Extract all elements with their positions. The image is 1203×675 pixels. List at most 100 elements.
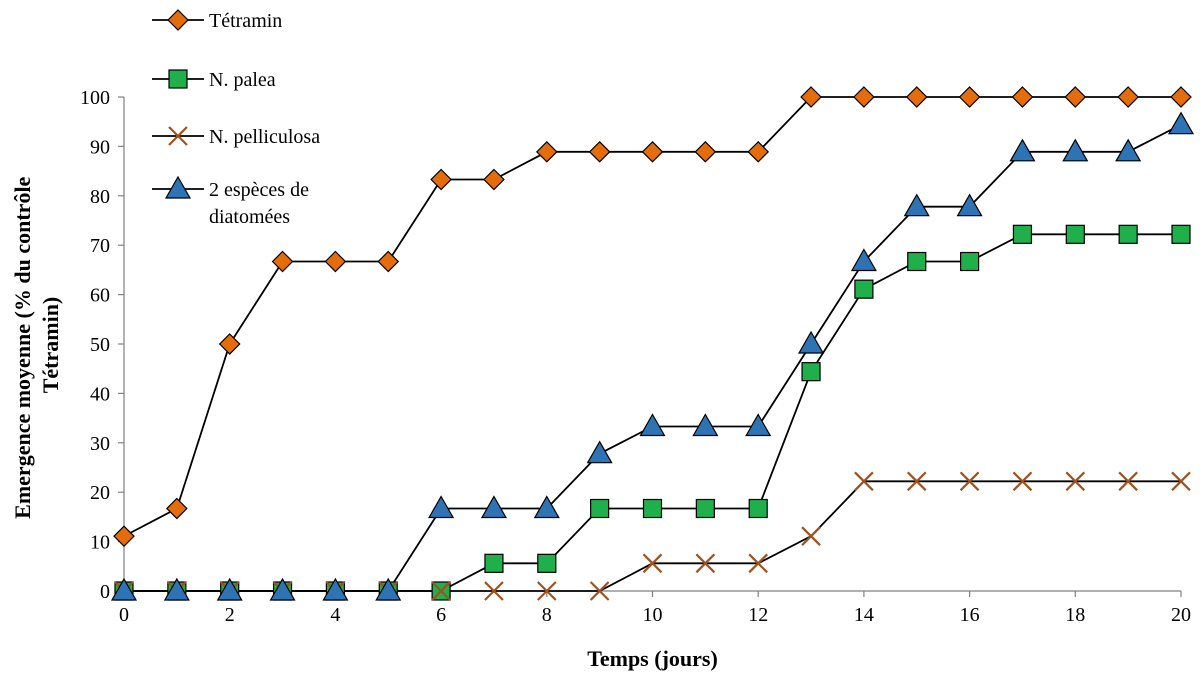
- series-1-point: [113, 525, 135, 548]
- series-2-line: [124, 233, 1181, 592]
- series-3-point: [589, 581, 610, 601]
- series-1-point: [800, 86, 822, 108]
- series-4-point: [956, 193, 983, 217]
- series-1-point: [483, 168, 505, 191]
- series-4-point: [428, 495, 455, 519]
- series-1-point: [1117, 86, 1139, 108]
- x-tick-label: 6: [436, 604, 446, 626]
- series-markers: [110, 86, 1195, 601]
- x-tick-labels: 0 2 4 6 8 10 12 14 16 18 20: [119, 604, 1191, 626]
- x-tick-label: 4: [330, 604, 340, 626]
- series-4-point: [1062, 138, 1089, 162]
- x-tick-label: 18: [1065, 604, 1085, 626]
- series-2-point: [854, 279, 874, 299]
- y-tick-label: 30: [90, 433, 110, 455]
- series-3-point: [695, 553, 716, 574]
- series-2-point: [1118, 224, 1138, 244]
- y-tick-label: 70: [90, 235, 110, 257]
- series-1-point: [377, 250, 400, 273]
- series-3-point: [642, 553, 663, 574]
- series-1-point: [747, 140, 770, 163]
- x-tick-label: 0: [119, 604, 129, 626]
- series-1-point: [905, 86, 928, 108]
- x-tick-label: 14: [854, 604, 874, 626]
- series-3-point: [484, 581, 504, 601]
- legend-label-line: N. pelliculosa: [209, 126, 320, 148]
- series-3-line: [124, 480, 1181, 592]
- series-2-point: [1171, 224, 1191, 244]
- series-3-point: [1012, 471, 1033, 492]
- legend: Tétramin N. palea N. pelliculosa 2 espèces …: [152, 9, 320, 228]
- series-3-point: [537, 581, 557, 601]
- series-1-point: [218, 333, 241, 355]
- x-tick-label: 16: [960, 604, 980, 626]
- legend-label-line: diatomées: [209, 206, 290, 228]
- y-tick-label: 40: [90, 383, 110, 405]
- x-tick-label: 12: [748, 604, 768, 626]
- series-4-point: [269, 577, 296, 601]
- legend-entry-4: 2 espèces de diatomées: [152, 175, 309, 228]
- series-1-point: [271, 250, 294, 273]
- series-4-point: [322, 577, 349, 601]
- series-1-point: [641, 140, 664, 163]
- legend-label: N. palea: [209, 69, 276, 91]
- series-3-point: [854, 471, 874, 492]
- series-3-point: [748, 553, 768, 574]
- series-4-point: [745, 413, 772, 437]
- series-1-point: [324, 250, 347, 273]
- series-1-point: [958, 86, 981, 108]
- series-3-point: [1171, 471, 1191, 492]
- legend-entry-1: Tétramin: [152, 9, 282, 32]
- legend-marker: [168, 69, 188, 89]
- series-2-point: [537, 553, 557, 573]
- series-4-point: [375, 577, 402, 601]
- legend-label-line: Tétramin: [209, 10, 282, 32]
- series-4-point: [798, 330, 825, 354]
- x-axis-title: Temps (jours): [587, 646, 718, 671]
- x-tick-label: 20: [1171, 604, 1191, 626]
- series-2-point: [907, 251, 927, 272]
- series-1-point: [535, 140, 558, 163]
- series-2-point: [642, 498, 663, 519]
- series-4-point: [110, 577, 138, 601]
- series-4-point: [163, 577, 190, 601]
- series-2-point: [959, 251, 980, 272]
- series-3-point: [959, 471, 980, 492]
- series-3-point: [1065, 471, 1086, 492]
- x-tick-label: 8: [542, 604, 552, 626]
- series-2-point: [1012, 224, 1033, 244]
- series-1-point: [430, 168, 452, 191]
- series-4-point: [1167, 111, 1195, 135]
- series-1-point: [588, 140, 611, 163]
- series-2-point: [1065, 224, 1085, 244]
- series-1-point: [1011, 86, 1034, 108]
- legend-entry-2: N. palea: [152, 69, 276, 91]
- legend-marker: [164, 175, 192, 199]
- axes: [118, 96, 1182, 597]
- legend-label: Tétramin: [209, 10, 282, 32]
- legend-label: N. pelliculosa: [209, 126, 320, 148]
- y-tick-label: 10: [90, 532, 110, 554]
- y-tick-label: 90: [90, 136, 110, 158]
- series-1-point: [166, 497, 188, 520]
- series-4-point: [533, 495, 560, 519]
- series-2-point: [748, 498, 768, 519]
- legend-label: 2 espèces de diatomées: [209, 179, 309, 228]
- series-1-point: [1064, 86, 1087, 108]
- series-4-point: [1115, 138, 1142, 162]
- legend-marker: [167, 9, 189, 31]
- series-3-point: [431, 581, 451, 601]
- series-1-line: [123, 96, 1181, 537]
- y-axis-title-line-1: Emergence moyenne (% du contrôle: [10, 176, 35, 518]
- series-4-point: [480, 495, 507, 519]
- y-tick-labels: 0 10 20 30 40 50 60 70 80 90 100: [80, 87, 110, 603]
- series-2-point: [590, 498, 610, 519]
- legend-label-line: 2 espèces de: [209, 179, 309, 201]
- y-tick-label: 50: [90, 334, 110, 356]
- legend-marker: [168, 126, 188, 146]
- y-tick-label: 100: [80, 87, 110, 109]
- x-tick-label: 10: [643, 604, 663, 626]
- series-4-point: [639, 413, 666, 437]
- y-axis-title-line-2: Tétramin): [38, 297, 63, 394]
